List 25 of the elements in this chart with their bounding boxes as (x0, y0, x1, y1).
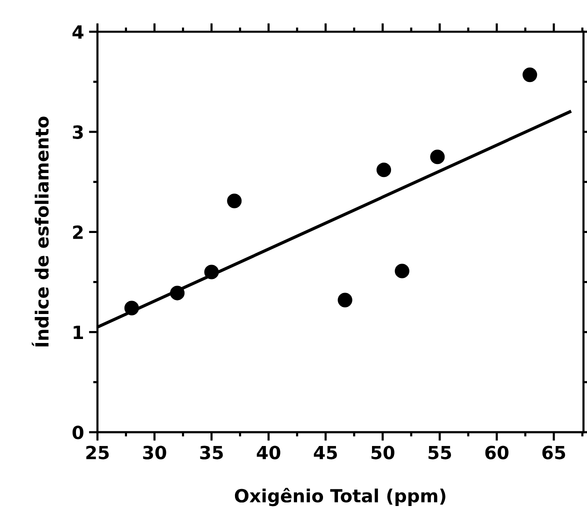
point (338, 292, 352, 308)
x-tick-label: 35 (200, 446, 223, 460)
point (394, 264, 410, 278)
y-tick-label: 4 (72, 25, 84, 39)
point (522, 68, 538, 82)
point (227, 194, 242, 208)
x-tick-label: 25 (86, 446, 109, 460)
point (204, 264, 219, 280)
y-axis-title: Índice de esfoliamento (32, 116, 49, 346)
y-tick-label: 1 (74, 326, 84, 339)
point (124, 300, 139, 316)
point (170, 286, 185, 300)
x-tick-label: 55 (428, 446, 452, 460)
x-tick-label: 60 (485, 446, 508, 460)
x-axis-title: Oxigênio Total (ppm) (234, 488, 446, 506)
y-tick-label: 2 (73, 225, 83, 239)
y-tick-label: 0 (72, 426, 84, 440)
x-tick-label: 50 (372, 446, 394, 460)
y-tick-label: 3 (72, 125, 83, 139)
x-tick-label: 40 (256, 446, 280, 460)
x-tick-label: 45 (314, 446, 337, 460)
point (430, 150, 445, 164)
x-tick-label: 30 (143, 446, 166, 460)
point (376, 162, 392, 178)
x-tick-label: 65 (542, 446, 566, 460)
